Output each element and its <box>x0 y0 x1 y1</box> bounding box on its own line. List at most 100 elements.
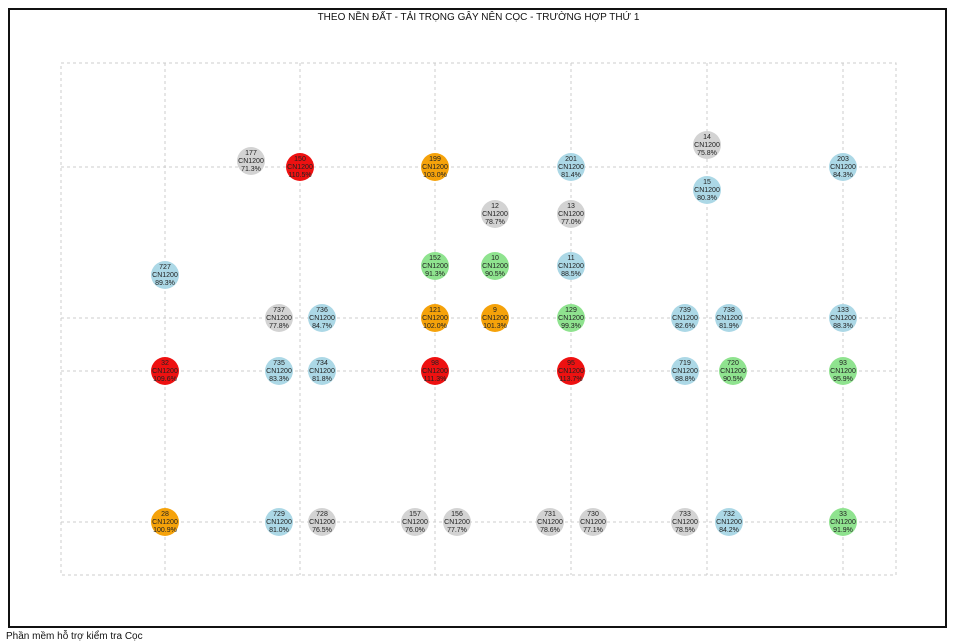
pile-id: 731 <box>544 511 556 518</box>
pile-circle <box>671 508 699 536</box>
pile-id: 201 <box>565 156 577 163</box>
pile-type: CN1200 <box>537 519 563 526</box>
pile-percent: 99.3% <box>561 323 581 330</box>
footer-caption: Phần mềm hỗ trợ kiểm tra Cọc <box>6 631 143 642</box>
pile-circle <box>671 304 699 332</box>
pile-percent: 81.4% <box>561 172 581 179</box>
pile-percent: 80.3% <box>697 195 717 202</box>
pile-id: 203 <box>837 156 849 163</box>
pile-id: 12 <box>491 203 499 210</box>
pile-percent: 75.8% <box>697 150 717 157</box>
pile-percent: 77.8% <box>269 323 289 330</box>
pile-id: 720 <box>727 360 739 367</box>
pile-percent: 90.5% <box>723 376 743 383</box>
pile-id: 730 <box>587 511 599 518</box>
pile-type: CN1200 <box>558 164 584 171</box>
pile-percent: 76.0% <box>405 527 425 534</box>
pile-percent: 83.3% <box>269 376 289 383</box>
pile-circle <box>265 304 293 332</box>
pile-circle <box>421 252 449 280</box>
pile-percent: 84.7% <box>312 323 332 330</box>
pile-circle <box>308 357 336 385</box>
pile-circle <box>265 508 293 536</box>
pile-id: 734 <box>316 360 328 367</box>
pile-type: CN1200 <box>266 315 292 322</box>
pile-percent: 90.5% <box>485 271 505 278</box>
pile-type: CN1200 <box>694 142 720 149</box>
pile-percent: 100.9% <box>153 527 177 534</box>
pile-percent: 78.6% <box>540 527 560 534</box>
pile-circle <box>421 357 449 385</box>
grid-border <box>60 62 897 576</box>
pile-type: CN1200 <box>694 187 720 194</box>
pile-id: 150 <box>294 156 306 163</box>
pile-percent: 110.5% <box>288 172 311 179</box>
pile-percent: 111.3% <box>424 376 447 383</box>
pile-percent: 95.9% <box>833 376 853 383</box>
pile-type: CN1200 <box>444 519 470 526</box>
pile-type: CN1200 <box>422 263 448 270</box>
pile-circle <box>421 153 449 181</box>
pile-circle <box>557 357 585 385</box>
pile-id: 738 <box>723 307 735 314</box>
pile-type: CN1200 <box>558 368 584 375</box>
pile-id: 719 <box>679 360 691 367</box>
pile-circle <box>693 176 721 204</box>
pile-type: CN1200 <box>672 368 698 375</box>
pile-circle <box>715 508 743 536</box>
pile-percent: 102.0% <box>423 323 447 330</box>
pile-type: CN1200 <box>152 519 178 526</box>
pile-percent: 88.5% <box>561 271 581 278</box>
pile-type: CN1200 <box>716 519 742 526</box>
pile-id: 733 <box>679 511 691 518</box>
pile-id: 9 <box>493 307 497 314</box>
pile-circle <box>719 357 747 385</box>
pile-circle <box>557 200 585 228</box>
pile-percent: 82.6% <box>675 323 695 330</box>
pile-circle <box>151 357 179 385</box>
pile-type: CN1200 <box>309 519 335 526</box>
pile-type: CN1200 <box>672 315 698 322</box>
pile-id: 732 <box>723 511 735 518</box>
pile-circle <box>151 261 179 289</box>
